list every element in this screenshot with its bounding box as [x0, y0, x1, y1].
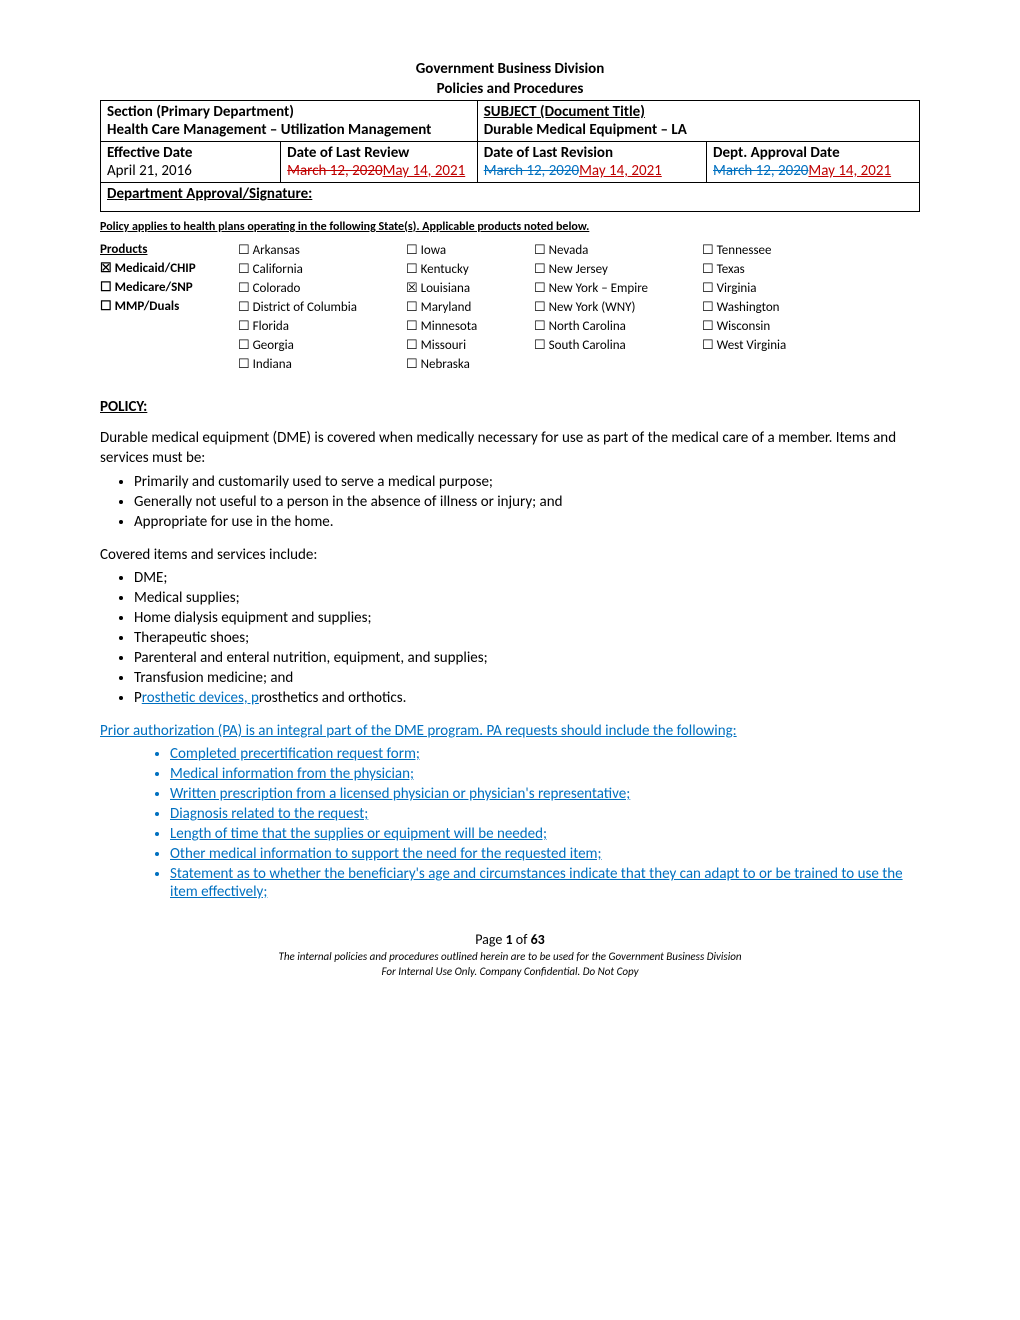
- approval-date-value: March 12, 2020May 14, 2021: [713, 162, 913, 180]
- old-revision-date: March 12, 2020: [484, 162, 579, 180]
- header-table: Section (Primary Department) Health Care…: [100, 100, 920, 212]
- state-item: ☐ Maryland: [406, 299, 516, 315]
- state-item: ☐ Tennessee: [702, 242, 786, 258]
- list-item: Statement as to whether the beneficiary'…: [170, 865, 920, 901]
- list-item: Medical information from the physician;: [170, 765, 920, 783]
- state-item: ☐ Florida: [238, 318, 388, 334]
- product-medicaid: ☒ Medicaid/CHIP: [100, 260, 220, 276]
- list-item: Home dialysis equipment and supplies;: [134, 609, 920, 627]
- state-item: ☐ Minnesota: [406, 318, 516, 334]
- state-item: ☐ Georgia: [238, 337, 388, 353]
- applicability-note: Policy applies to health plans operating…: [100, 220, 920, 234]
- state-item: ☐ New York (WNY): [534, 299, 684, 315]
- policy-criteria-list: Primarily and customarily used to serve …: [100, 473, 920, 531]
- state-item: ☐ New Jersey: [534, 261, 684, 277]
- list-item: Other medical information to support the…: [170, 845, 920, 863]
- state-item: ☐ Colorado: [238, 280, 388, 296]
- pa-items-list: Completed precertification request form;…: [100, 745, 920, 901]
- list-item: Generally not useful to a person in the …: [134, 493, 920, 511]
- page-footer: Page 1 of 63 The internal policies and p…: [100, 931, 920, 978]
- state-item: ☐ Indiana: [238, 356, 388, 372]
- last-review-value: March 12, 2020May 14, 2021: [287, 162, 471, 180]
- last-revision-value: March 12, 2020May 14, 2021: [484, 162, 700, 180]
- old-review-date: March 12, 2020: [287, 162, 382, 180]
- list-item: Transfusion medicine; and: [134, 669, 920, 687]
- state-item: ☐ Washington: [702, 299, 786, 315]
- division-title: Government Business Division: [100, 60, 920, 78]
- state-item: ☐ Nebraska: [406, 356, 516, 372]
- state-item: ☐ Missouri: [406, 337, 516, 353]
- list-item: Diagnosis related to the request;: [170, 805, 920, 823]
- list-item: Length of time that the supplies or equi…: [170, 825, 920, 843]
- state-item: ☐ Nevada: [534, 242, 684, 258]
- product-medicare: ☐ Medicare/SNP: [100, 279, 220, 295]
- approval-date-label: Dept. Approval Date: [713, 144, 913, 162]
- list-item: Completed precertification request form;: [170, 745, 920, 763]
- footer-disclaimer-2: For Internal Use Only. Company Confident…: [100, 965, 920, 978]
- state-item: ☐ South Carolina: [534, 337, 684, 353]
- state-item: ☐ West Virginia: [702, 337, 786, 353]
- new-approval-date: May 14, 2021: [808, 162, 891, 180]
- state-item: ☐ California: [238, 261, 388, 277]
- old-approval-date: March 12, 2020: [713, 162, 808, 180]
- covered-intro: Covered items and services include:: [100, 545, 920, 565]
- policy-intro: Durable medical equipment (DME) is cover…: [100, 428, 920, 469]
- pa-intro: Prior authorization (PA) is an integral …: [100, 721, 920, 741]
- state-item: ☐ New York – Empire: [534, 280, 684, 296]
- effective-date-label: Effective Date: [107, 144, 274, 162]
- list-item: Prosthetic devices, prosthetics and orth…: [134, 689, 920, 707]
- products-grid: Products ☒ Medicaid/CHIP ☐ Medicare/SNP …: [100, 242, 920, 372]
- state-item: ☐ Iowa: [406, 242, 516, 258]
- list-item: Therapeutic shoes;: [134, 629, 920, 647]
- state-item: ☐ Texas: [702, 261, 786, 277]
- state-item: ☐ North Carolina: [534, 318, 684, 334]
- list-item: Appropriate for use in the home.: [134, 513, 920, 531]
- state-item: ☐ Wisconsin: [702, 318, 786, 334]
- state-item: ☐ District of Columbia: [238, 299, 388, 315]
- last-revision-label: Date of Last Revision: [484, 144, 700, 162]
- products-header: Products: [100, 242, 220, 257]
- list-item: Medical supplies;: [134, 589, 920, 607]
- new-revision-date: May 14, 2021: [579, 162, 662, 180]
- section-value: Health Care Management – Utilization Man…: [107, 121, 471, 139]
- page-number: Page 1 of 63: [100, 931, 920, 948]
- list-item: Primarily and customarily used to serve …: [134, 473, 920, 491]
- subject-value: Durable Medical Equipment – LA: [484, 121, 913, 139]
- last-review-label: Date of Last Review: [287, 144, 471, 162]
- state-item: ☐ Arkansas: [238, 242, 388, 258]
- list-item: Written prescription from a licensed phy…: [170, 785, 920, 803]
- doc-subtitle: Policies and Procedures: [100, 80, 920, 98]
- footer-disclaimer-1: The internal policies and procedures out…: [100, 950, 920, 963]
- section-label: Section (Primary Department): [107, 103, 471, 121]
- state-item: ☐ Virginia: [702, 280, 786, 296]
- list-item: DME;: [134, 569, 920, 587]
- state-item: ☐ Kentucky: [406, 261, 516, 277]
- effective-date-value: April 21, 2016: [107, 162, 274, 180]
- product-mmp: ☐ MMP/Duals: [100, 298, 220, 314]
- state-item: ☒ Louisiana: [406, 280, 516, 296]
- covered-items-list: DME; Medical supplies; Home dialysis equ…: [100, 569, 920, 707]
- new-review-date: May 14, 2021: [383, 162, 466, 180]
- dept-signature-label: Department Approval/Signature:: [107, 185, 913, 203]
- policy-heading: POLICY:: [100, 398, 920, 416]
- list-item: Parenteral and enteral nutrition, equipm…: [134, 649, 920, 667]
- subject-label: SUBJECT (Document Title): [484, 103, 913, 121]
